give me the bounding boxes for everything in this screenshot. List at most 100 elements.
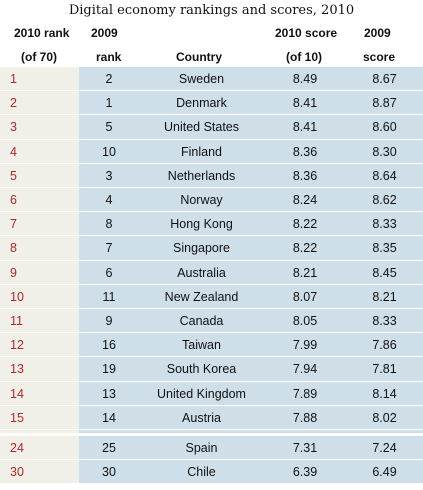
row-divider — [0, 162, 423, 164]
rank-2010-cell: 10 — [10, 289, 24, 304]
rank-2009-cell: 5 — [105, 120, 113, 135]
header-2010-rank: 2010 rank — [14, 26, 70, 40]
rank-2010-cell: 1 — [10, 72, 17, 86]
header-2009-score: 2009 — [364, 26, 391, 40]
country-cell: United States — [163, 120, 240, 135]
score-2010-cell: 8.22 — [292, 217, 318, 232]
score-2009-cell: 8.45 — [372, 265, 397, 280]
score-2010-cell: 7.31 — [292, 441, 318, 455]
score-2009-cell: 8.33 — [372, 314, 397, 328]
main-rows-data-band — [79, 67, 423, 430]
row-divider — [0, 283, 423, 285]
score-2010-cell: 8.36 — [292, 144, 318, 159]
country-cell: Denmark — [176, 96, 227, 111]
rank-2010-cell: 12 — [10, 338, 24, 353]
score-2009-cell: 8.87 — [372, 96, 397, 111]
score-2009-cell: 8.30 — [372, 144, 397, 159]
score-2010-cell: 8.07 — [292, 289, 318, 304]
rank-2010-cell: 7 — [10, 217, 17, 232]
country-cell: South Korea — [166, 362, 237, 377]
row-divider — [0, 187, 423, 188]
country-cell: Canada — [179, 314, 224, 328]
rank-2009-cell: 10 — [102, 144, 116, 159]
rank-2009-cell: 3 — [105, 168, 113, 183]
score-2009-cell: 8.60 — [372, 120, 397, 135]
score-2009-cell: 8.35 — [372, 241, 397, 256]
country-cell: Sweden — [178, 72, 225, 86]
row-divider — [0, 235, 423, 237]
rank-2010-cell: 4 — [10, 144, 17, 159]
rank-2010-cell: 6 — [10, 193, 17, 207]
score-2010-cell: 6.39 — [292, 465, 318, 480]
country-cell: United Kingdom — [157, 386, 246, 401]
rank-2009-cell: 4 — [105, 193, 113, 207]
country-cell: New Zealand — [164, 289, 239, 304]
country-cell: Singapore — [173, 241, 230, 256]
rank-2010-cell: 24 — [10, 441, 24, 455]
score-2009-cell: 7.86 — [372, 338, 397, 353]
row-divider — [0, 259, 423, 261]
rank-2010-cell: 5 — [10, 168, 17, 183]
rank-2009-cell: 11 — [102, 289, 116, 304]
header-country: Country — [176, 50, 222, 64]
row-divider — [0, 138, 423, 140]
row-divider — [0, 211, 423, 213]
score-2010-cell: 8.24 — [292, 193, 318, 207]
rank-2009-cell: 25 — [102, 441, 116, 455]
rank-2009-cell: 7 — [105, 241, 113, 256]
row-divider — [0, 404, 423, 406]
rank-2009-cell: 19 — [102, 362, 116, 377]
rank-2010-cell: 30 — [10, 465, 24, 480]
rank-2009-cell: 1 — [105, 96, 113, 111]
rank-2010-cell: 9 — [10, 265, 17, 280]
score-2010-cell: 7.94 — [292, 362, 318, 377]
rank-2009-cell: 2 — [105, 72, 113, 86]
rank-2010-cell: 8 — [10, 241, 17, 256]
country-cell: Taiwan — [182, 338, 221, 353]
rank-2010-cell: 11 — [10, 314, 23, 328]
country-cell: Netherlands — [167, 168, 236, 183]
score-2009-cell: 8.21 — [372, 289, 397, 304]
row-divider — [0, 90, 423, 92]
separator-data-band — [79, 430, 423, 433]
row-divider — [0, 483, 423, 485]
main-rows-left-band — [0, 67, 79, 430]
row-divider — [0, 356, 423, 358]
country-cell: Chile — [187, 465, 216, 480]
score-2009-cell: 8.62 — [372, 193, 397, 207]
row-divider — [0, 114, 423, 116]
score-2010-cell: 7.99 — [292, 338, 318, 353]
country-cell: Austria — [182, 410, 221, 425]
row-divider — [0, 332, 423, 334]
rank-2010-cell: 15 — [10, 410, 24, 425]
score-2010-cell: 8.05 — [292, 314, 318, 328]
score-2010-cell: 7.88 — [292, 410, 318, 425]
score-2009-cell: 8.02 — [372, 410, 397, 425]
row-divider — [0, 429, 423, 430]
header-2009-rank: 2009 — [91, 26, 118, 40]
country-cell: Australia — [177, 265, 226, 280]
score-2010-cell: 8.49 — [292, 72, 318, 86]
rank-2010-cell: 13 — [10, 362, 24, 377]
chart-title: Digital economy rankings and scores, 201… — [68, 3, 355, 18]
header-2010-score: 2010 score — [275, 26, 338, 40]
score-2009-cell: 8.64 — [372, 168, 397, 183]
country-cell: Hong Kong — [170, 217, 233, 232]
score-2009-cell: 8.67 — [372, 72, 397, 86]
row-divider — [0, 459, 423, 461]
rank-2009-cell: 8 — [105, 217, 113, 232]
rank-2009-cell: 16 — [102, 338, 116, 353]
row-divider — [0, 380, 423, 382]
country-cell: Norway — [180, 193, 223, 207]
header-2009-rank-sub: rank — [96, 50, 122, 64]
score-2009-cell: 7.24 — [372, 441, 397, 455]
country-cell: Spain — [185, 441, 218, 455]
score-2009-cell: 8.33 — [372, 217, 397, 232]
score-2010-cell: 8.41 — [292, 120, 318, 135]
rank-2010-cell: 2 — [10, 96, 17, 111]
header-2010-rank-sub: (of 70) — [21, 50, 57, 64]
score-2010-cell: 8.36 — [292, 168, 318, 183]
rank-2010-cell: 14 — [10, 386, 24, 401]
header-2009-score-sub: score — [363, 50, 396, 64]
